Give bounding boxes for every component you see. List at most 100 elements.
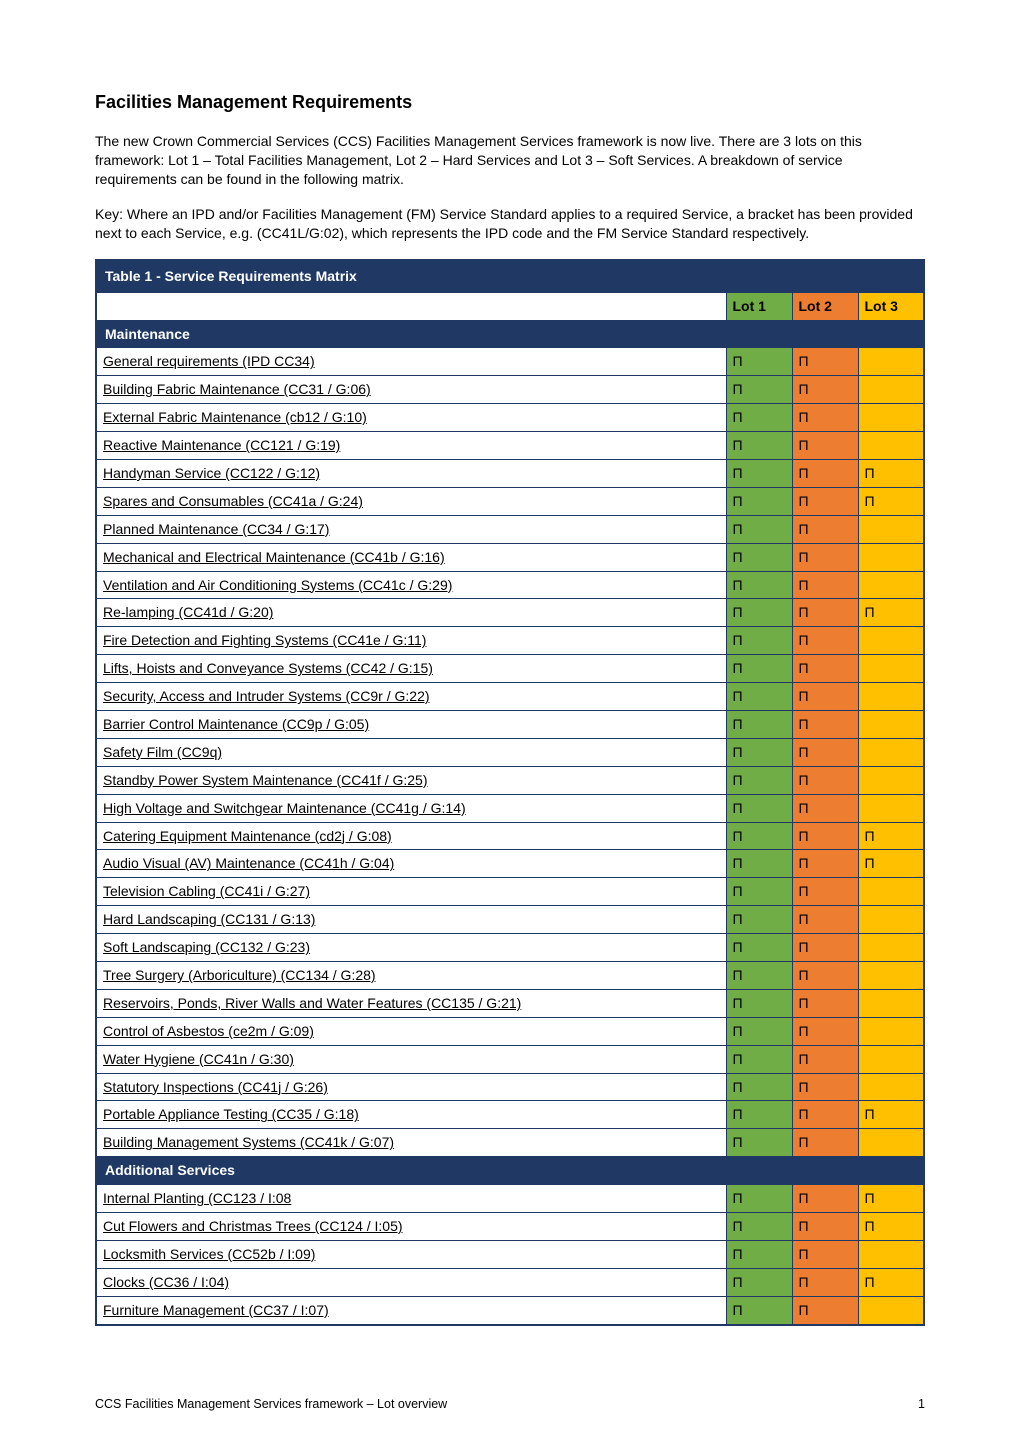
cell-lot3: Π [858,459,924,487]
cell-lot1: Π [726,738,792,766]
cell-lot1: Π [726,376,792,404]
intro-paragraph-1: The new Crown Commercial Services (CCS) … [95,132,925,189]
cell-lot1: Π [726,934,792,962]
cell-lot2: Π [792,962,858,990]
cell-lot2: Π [792,1296,858,1324]
cell-lot3 [858,906,924,934]
cell-lot3 [858,1240,924,1268]
cell-lot1: Π [726,878,792,906]
cell-lot2: Π [792,543,858,571]
cell-lot2: Π [792,738,858,766]
cell-lot3 [858,878,924,906]
cell-lot1: Π [726,711,792,739]
cell-lot3 [858,1073,924,1101]
table-row: Security, Access and Intruder Systems (C… [96,683,924,711]
cell-lot3 [858,794,924,822]
table-row: Fire Detection and Fighting Systems (CC4… [96,627,924,655]
table-row: Catering Equipment Maintenance (cd2j / G… [96,822,924,850]
table-row: Spares and Consumables (CC41a / G:24)ΠΠΠ [96,487,924,515]
cell-lot2: Π [792,934,858,962]
service-name: Catering Equipment Maintenance (cd2j / G… [96,822,726,850]
table-row: Building Management Systems (CC41k / G:0… [96,1129,924,1157]
cell-lot3 [858,404,924,432]
cell-lot2: Π [792,487,858,515]
table-row: General requirements (IPD CC34)ΠΠ [96,348,924,376]
cell-lot1: Π [726,794,792,822]
cell-lot1: Π [726,599,792,627]
cell-lot1: Π [726,1073,792,1101]
cell-lot1: Π [726,459,792,487]
service-name: Building Fabric Maintenance (CC31 / G:06… [96,376,726,404]
cell-lot1: Π [726,515,792,543]
cell-lot2: Π [792,404,858,432]
service-name: General requirements (IPD CC34) [96,348,726,376]
cell-lot3 [858,432,924,460]
footer-left: CCS Facilities Management Services frame… [95,1396,447,1413]
table-row: High Voltage and Switchgear Maintenance … [96,794,924,822]
table-row: Cut Flowers and Christmas Trees (CC124 /… [96,1213,924,1241]
table-row: Barrier Control Maintenance (CC9p / G:05… [96,711,924,739]
cell-lot1: Π [726,1296,792,1324]
intro-paragraph-2: Key: Where an IPD and/or Facilities Mana… [95,205,925,243]
cell-lot1: Π [726,432,792,460]
cell-lot1: Π [726,404,792,432]
cell-lot3 [858,1296,924,1324]
cell-lot3 [858,515,924,543]
cell-lot3 [858,962,924,990]
service-name: Spares and Consumables (CC41a / G:24) [96,487,726,515]
page-footer: CCS Facilities Management Services frame… [95,1396,925,1413]
cell-lot2: Π [792,1073,858,1101]
table-row: Tree Surgery (Arboriculture) (CC134 / G:… [96,962,924,990]
table-row: Audio Visual (AV) Maintenance (CC41h / G… [96,850,924,878]
cell-lot1: Π [726,906,792,934]
table-row: Ventilation and Air Conditioning Systems… [96,571,924,599]
cell-lot2: Π [792,1185,858,1213]
table-row: Planned Maintenance (CC34 / G:17)ΠΠ [96,515,924,543]
service-name: Safety Film (CC9q) [96,738,726,766]
cell-lot3: Π [858,822,924,850]
cell-lot1: Π [726,655,792,683]
service-name: Standby Power System Maintenance (CC41f … [96,766,726,794]
cell-lot3 [858,934,924,962]
table-row: Re-lamping (CC41d / G:20)ΠΠΠ [96,599,924,627]
service-name: Reservoirs, Ponds, River Walls and Water… [96,989,726,1017]
table-row: Television Cabling (CC41i / G:27)ΠΠ [96,878,924,906]
service-name: External Fabric Maintenance (cb12 / G:10… [96,404,726,432]
table-row: Portable Appliance Testing (CC35 / G:18)… [96,1101,924,1129]
cell-lot2: Π [792,794,858,822]
cell-lot1: Π [726,348,792,376]
service-name: Lifts, Hoists and Conveyance Systems (CC… [96,655,726,683]
service-name: Mechanical and Electrical Maintenance (C… [96,543,726,571]
cell-lot1: Π [726,571,792,599]
service-name: Clocks (CC36 / I:04) [96,1268,726,1296]
header-blank [96,292,726,320]
cell-lot2: Π [792,1268,858,1296]
header-lot3: Lot 3 [858,292,924,320]
cell-lot1: Π [726,989,792,1017]
cell-lot1: Π [726,627,792,655]
cell-lot2: Π [792,1045,858,1073]
table-title: Table 1 - Service Requirements Matrix [96,260,924,292]
service-name: Handyman Service (CC122 / G:12) [96,459,726,487]
cell-lot2: Π [792,878,858,906]
table-row: External Fabric Maintenance (cb12 / G:10… [96,404,924,432]
requirements-table: Table 1 - Service Requirements MatrixLot… [95,259,925,1326]
service-name: Locksmith Services (CC52b / I:09) [96,1240,726,1268]
section-heading: Maintenance [96,320,924,348]
service-name: Statutory Inspections (CC41j / G:26) [96,1073,726,1101]
service-name: Television Cabling (CC41i / G:27) [96,878,726,906]
service-name: Re-lamping (CC41d / G:20) [96,599,726,627]
table-row: Control of Asbestos (ce2m / G:09)ΠΠ [96,1017,924,1045]
cell-lot2: Π [792,515,858,543]
cell-lot1: Π [726,1045,792,1073]
cell-lot1: Π [726,1268,792,1296]
cell-lot3 [858,627,924,655]
cell-lot1: Π [726,683,792,711]
header-lot1: Lot 1 [726,292,792,320]
cell-lot3: Π [858,1268,924,1296]
service-name: Portable Appliance Testing (CC35 / G:18) [96,1101,726,1129]
cell-lot3: Π [858,850,924,878]
service-name: Control of Asbestos (ce2m / G:09) [96,1017,726,1045]
cell-lot3 [858,655,924,683]
table-row: Handyman Service (CC122 / G:12)ΠΠΠ [96,459,924,487]
